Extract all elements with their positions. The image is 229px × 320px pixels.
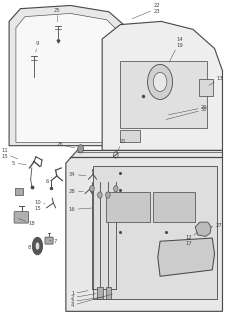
Circle shape [105, 192, 110, 198]
FancyBboxPatch shape [120, 61, 206, 128]
Circle shape [89, 186, 94, 192]
Text: 13: 13 [208, 76, 223, 85]
Ellipse shape [35, 242, 40, 250]
Text: 26: 26 [57, 142, 75, 148]
Text: 18: 18 [18, 218, 35, 226]
FancyBboxPatch shape [120, 130, 139, 142]
Ellipse shape [32, 237, 42, 255]
Text: 7: 7 [49, 239, 57, 244]
Text: 14
19: 14 19 [169, 37, 182, 62]
Text: 16: 16 [68, 207, 92, 212]
Text: 11
15: 11 15 [1, 148, 18, 159]
Text: 27: 27 [210, 223, 221, 228]
Circle shape [113, 186, 117, 192]
Text: 4: 4 [71, 294, 112, 308]
Text: 20: 20 [168, 105, 207, 115]
Text: 6: 6 [46, 178, 52, 184]
Polygon shape [194, 222, 210, 236]
Text: 34: 34 [69, 172, 85, 177]
Polygon shape [102, 21, 221, 150]
Text: 30: 30 [165, 107, 207, 119]
Text: 8: 8 [27, 245, 34, 250]
FancyBboxPatch shape [45, 237, 53, 244]
Text: 21: 21 [117, 139, 125, 152]
Text: 2: 2 [71, 294, 96, 300]
Circle shape [153, 72, 166, 92]
Polygon shape [9, 5, 129, 146]
FancyBboxPatch shape [97, 287, 102, 299]
Circle shape [97, 192, 102, 198]
Text: 12
17: 12 17 [184, 232, 197, 246]
FancyBboxPatch shape [198, 79, 213, 96]
Polygon shape [65, 150, 221, 311]
Text: 22
23: 22 23 [131, 3, 159, 19]
Text: 5: 5 [12, 161, 26, 166]
FancyBboxPatch shape [15, 188, 23, 195]
Text: 10
15: 10 15 [34, 200, 45, 211]
Polygon shape [157, 238, 214, 276]
FancyBboxPatch shape [105, 192, 149, 222]
Circle shape [77, 145, 83, 153]
Polygon shape [16, 13, 122, 142]
FancyBboxPatch shape [105, 287, 111, 299]
Text: 25: 25 [53, 8, 60, 22]
Polygon shape [93, 166, 216, 299]
Text: 9: 9 [35, 41, 39, 52]
Text: 3: 3 [71, 297, 104, 304]
FancyBboxPatch shape [153, 192, 194, 222]
Text: 28: 28 [68, 189, 83, 194]
Text: 1: 1 [71, 291, 88, 296]
Circle shape [147, 64, 172, 100]
FancyBboxPatch shape [14, 212, 28, 223]
